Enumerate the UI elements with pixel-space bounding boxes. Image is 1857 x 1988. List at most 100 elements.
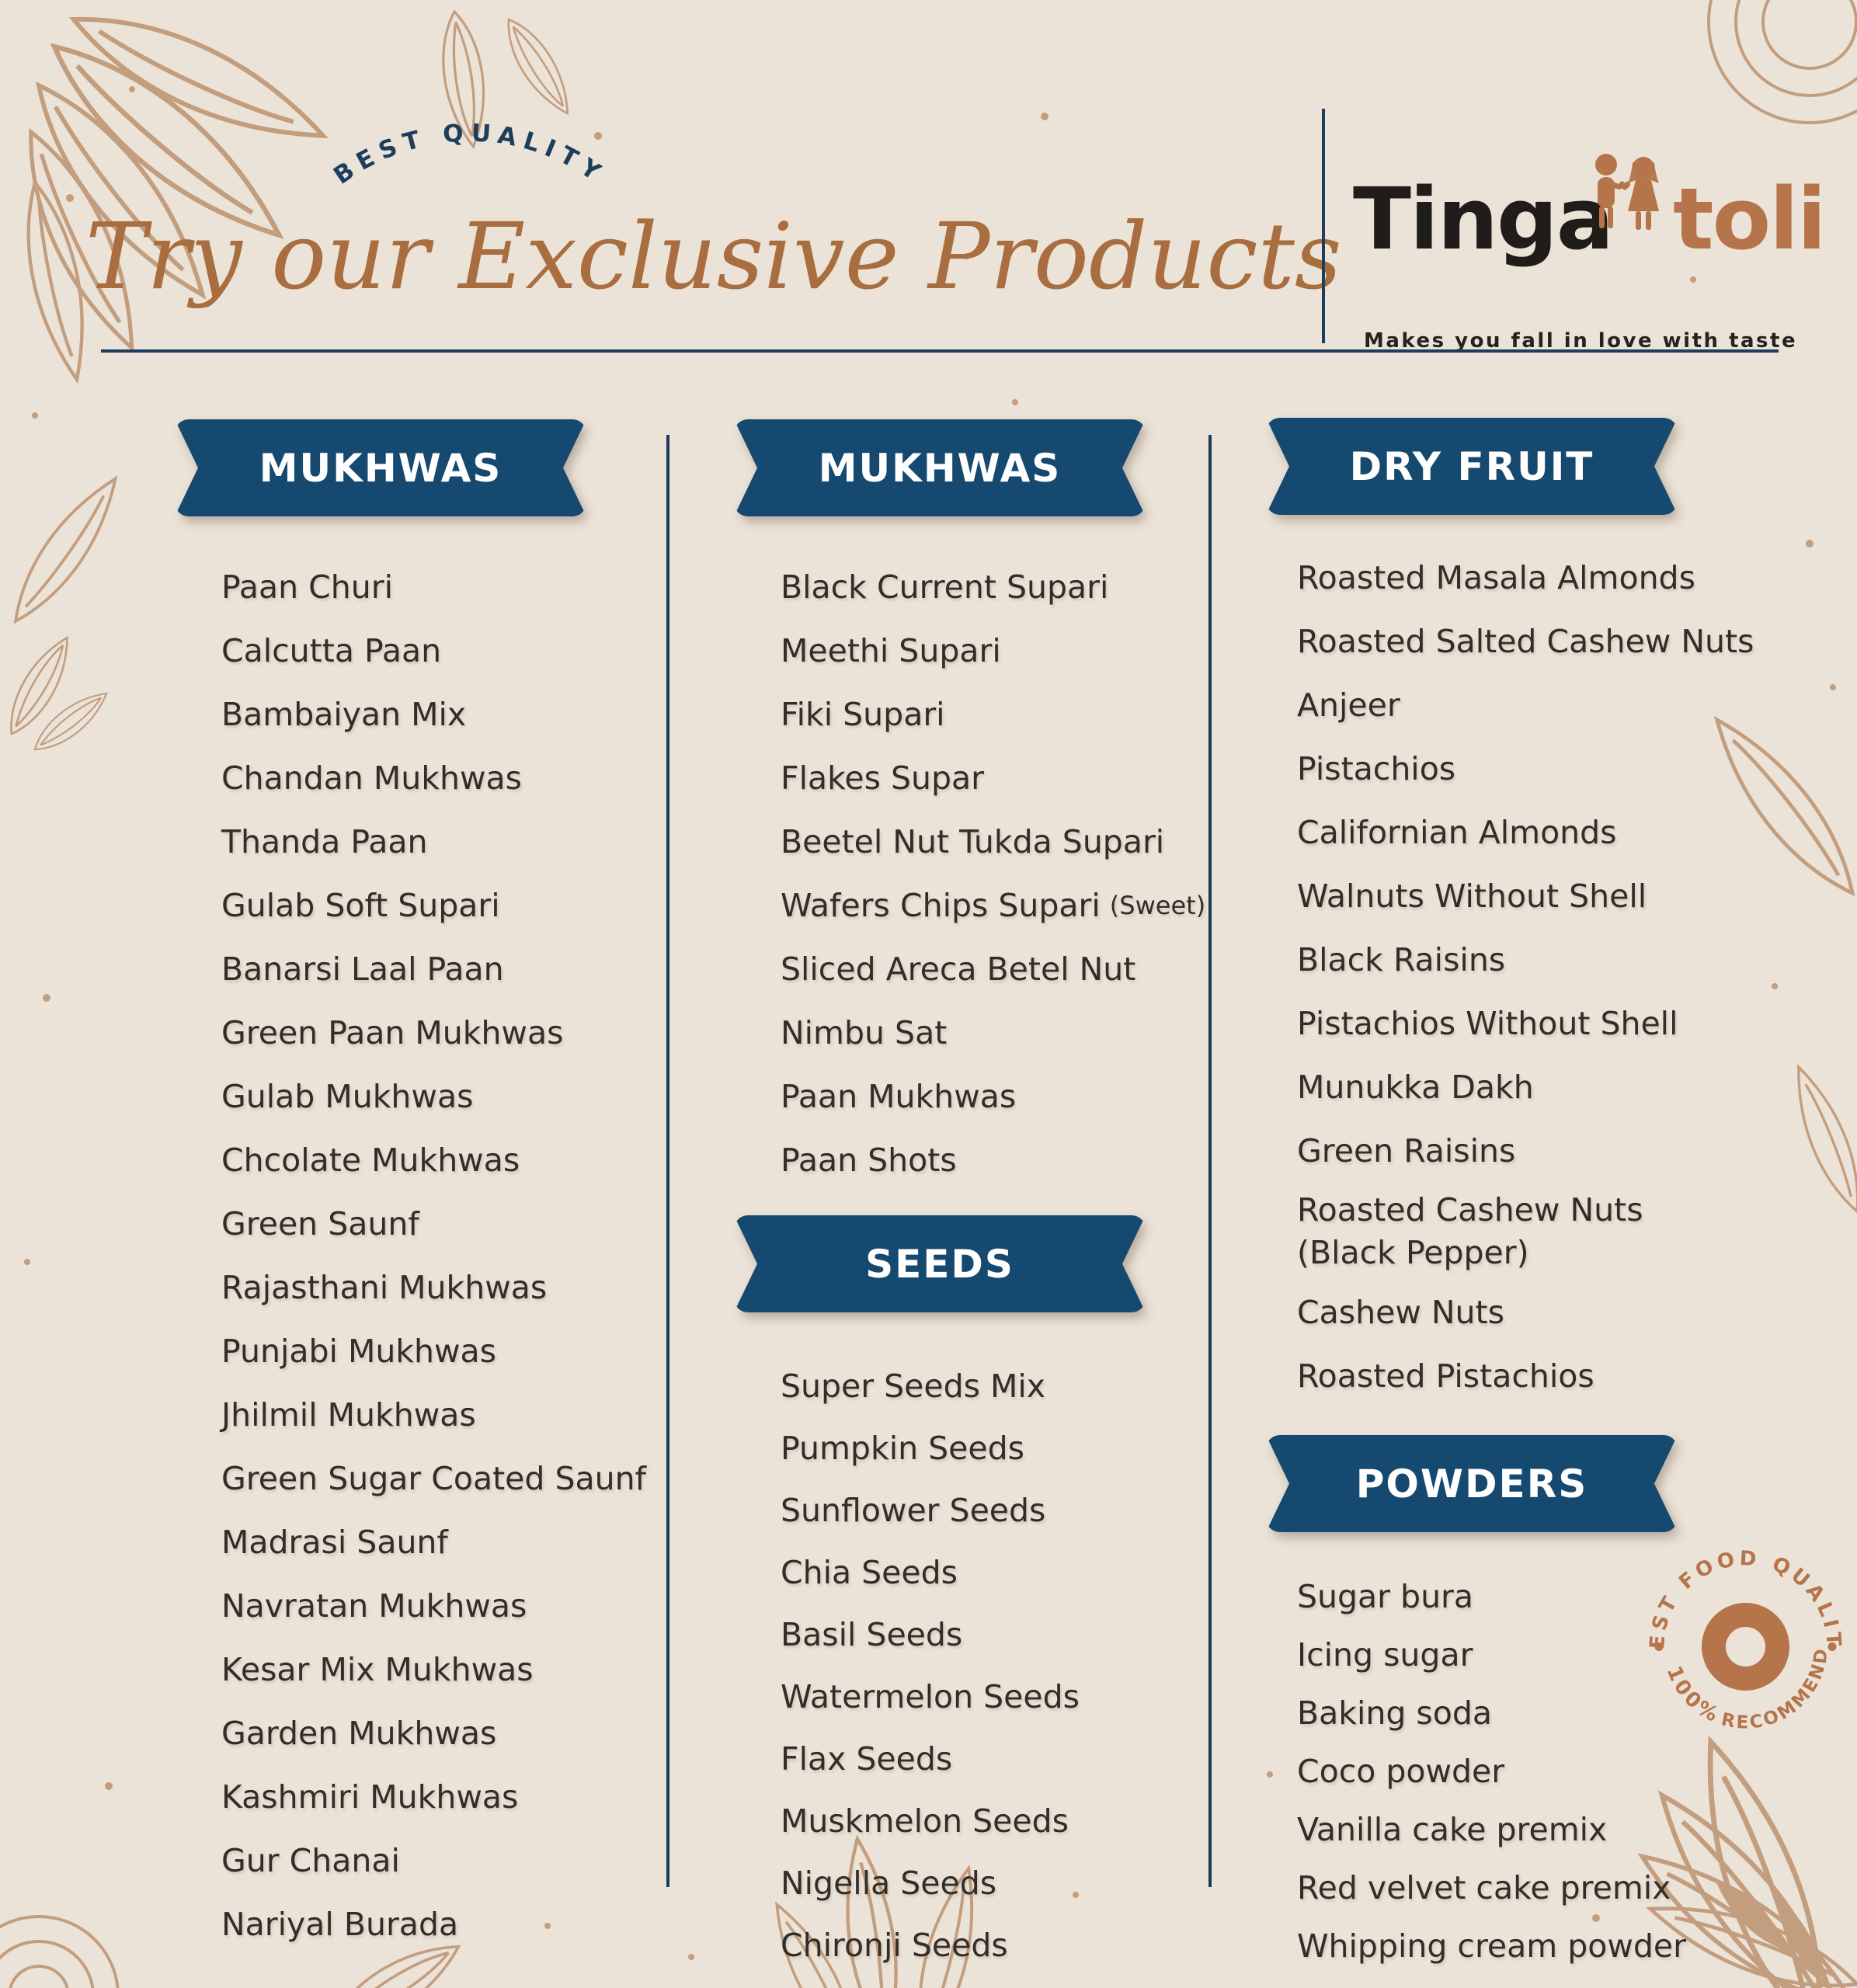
list-item: Fiki Supari	[781, 683, 1293, 746]
list-item: Gulab Soft Supari	[221, 874, 734, 937]
list-item: Nariyal Burada	[221, 1892, 734, 1956]
list-item: Meethi Supari	[781, 619, 1293, 683]
stamp-ring-icon	[1702, 1603, 1789, 1691]
section-dry-fruit: DRY FRUIT Roasted Masala Almonds Roasted …	[1266, 418, 1825, 1408]
item-label: Flax Seeds	[781, 1740, 953, 1778]
section-mukhwas-2: MUKHWAS Black Current Supari Meethi Supar…	[734, 419, 1293, 1192]
item-label: Paan Churi	[221, 568, 393, 606]
list-item: Watermelon Seeds	[781, 1666, 1293, 1728]
item-label: Sugar bura	[1297, 1577, 1474, 1615]
list-item: Navratan Mukhwas	[221, 1574, 734, 1638]
item-label: Black Current Supari	[781, 568, 1109, 606]
section-items: Black Current Supari Meethi Supari Fiki Su…	[734, 555, 1293, 1192]
item-label: Jhilmil Mukhwas	[221, 1396, 476, 1434]
list-item: Flax Seeds	[781, 1728, 1293, 1790]
item-label: Gulab Soft Supari	[221, 887, 500, 924]
header-rule	[101, 349, 1779, 353]
list-item: Cashew Nuts	[1297, 1281, 1825, 1344]
item-label: Garden Mukhwas	[221, 1715, 497, 1752]
stamp-arc-top: BEST FOOD QUALITY	[1635, 1536, 1841, 1651]
list-item: Pistachios Without Shell	[1297, 992, 1825, 1055]
list-item: Green Paan Mukhwas	[221, 1001, 734, 1065]
item-label: Chia Seeds	[781, 1554, 958, 1591]
list-item: Chcolate Mukhwas	[221, 1128, 734, 1192]
section-title: SEEDS	[865, 1241, 1014, 1287]
item-label: Green Saunf	[221, 1205, 419, 1242]
item-label: Flakes Supar	[781, 759, 985, 797]
item-label: Rajasthani Mukhwas	[221, 1269, 548, 1306]
list-item: Roasted Cashew Nuts (Black Pepper)	[1297, 1183, 1825, 1281]
brand-name-dark: Tinga	[1353, 169, 1614, 269]
section-title: POWDERS	[1355, 1461, 1588, 1507]
best-quality-arc: BEST QUALITY	[329, 119, 611, 190]
item-label: Beetel Nut Tukda Supari	[781, 823, 1165, 860]
section-powders: POWDERS Sugar bura Icing sugar Baking soda…	[1266, 1435, 1825, 1975]
list-item: Kesar Mix Mukhwas	[221, 1638, 734, 1701]
item-label: Calcutta Paan	[221, 632, 442, 669]
list-item: Red velvet cake premix	[1297, 1858, 1825, 1917]
item-label: Green Paan Mukhwas	[221, 1014, 564, 1051]
list-item: Garden Mukhwas	[221, 1701, 734, 1765]
section-title: MUKHWAS	[818, 445, 1062, 491]
item-label: Red velvet cake premix	[1297, 1868, 1671, 1906]
item-label: Bambaiyan Mix	[221, 696, 467, 733]
list-item: Punjabi Mukhwas	[221, 1319, 734, 1383]
list-item: Gulab Mukhwas	[221, 1065, 734, 1128]
item-label: Sunflower Seeds	[781, 1492, 1046, 1529]
item-label: Roasted Cashew Nuts	[1297, 1191, 1643, 1229]
list-item: Coco powder	[1297, 1742, 1825, 1800]
list-item: Walnuts Without Shell	[1297, 864, 1825, 928]
logo-divider	[1322, 109, 1325, 343]
item-label: Green Sugar Coated Saunf	[221, 1460, 646, 1497]
svg-text:BEST QUALITY: BEST QUALITY	[329, 119, 611, 190]
list-item: Pistachios	[1297, 737, 1825, 801]
item-label: Gulab Mukhwas	[221, 1078, 474, 1115]
list-item: Pumpkin Seeds	[781, 1417, 1293, 1479]
item-label: Californian Almonds	[1297, 814, 1617, 851]
item-label: Nigella Seeds	[781, 1865, 997, 1902]
section-items: Super Seeds Mix Pumpkin Seeds Sunflower Se…	[734, 1355, 1293, 1976]
section-mukhwas-1: MUKHWAS Paan Churi Calcutta Paan Bambaiyan…	[175, 419, 734, 1956]
list-item: Rajasthani Mukhwas	[221, 1256, 734, 1319]
section-items: Sugar bura Icing sugar Baking soda Coco pow…	[1266, 1567, 1825, 1975]
item-label: Black Raisins	[1297, 941, 1506, 978]
list-item: Nimbu Sat	[781, 1001, 1293, 1065]
item-label: Basil Seeds	[781, 1616, 963, 1653]
item-label: Chironji Seeds	[781, 1927, 1008, 1964]
section-ribbon: MUKHWAS	[734, 419, 1146, 516]
best-quality-label: BEST QUALITY	[329, 119, 604, 190]
list-item: Calcutta Paan	[221, 619, 734, 683]
item-label: Whipping cream powder	[1297, 1927, 1686, 1965]
list-item: Jhilmil Mukhwas	[221, 1383, 734, 1447]
list-item: Californian Almonds	[1297, 801, 1825, 864]
list-item: Wafers Chips Supari (Sweet)	[781, 874, 1293, 937]
item-label: Meethi Supari	[781, 632, 1001, 669]
item-label: Muskmelon Seeds	[781, 1802, 1069, 1840]
list-item: Green Sugar Coated Saunf	[221, 1447, 734, 1510]
item-label: Banarsi Laal Paan	[221, 951, 504, 988]
item-label: Gur Chanai	[221, 1842, 400, 1879]
list-item: Sunflower Seeds	[781, 1479, 1293, 1541]
item-label: Walnuts Without Shell	[1297, 878, 1647, 915]
brand-logo: Tinga toli	[1353, 169, 1850, 269]
item-label: Thanda Paan	[221, 823, 428, 860]
item-label: Chcolate Mukhwas	[221, 1142, 520, 1179]
item-label: Pistachios	[1297, 750, 1456, 787]
list-item: Gur Chanai	[221, 1829, 734, 1892]
couple-icon	[1595, 154, 1659, 230]
item-label: Watermelon Seeds	[781, 1678, 1080, 1715]
section-ribbon: POWDERS	[1266, 1435, 1678, 1532]
item-label: Coco powder	[1297, 1752, 1505, 1790]
list-item: Basil Seeds	[781, 1604, 1293, 1666]
list-item: Sliced Areca Betel Nut	[781, 937, 1293, 1001]
item-label: Super Seeds Mix	[781, 1368, 1046, 1405]
list-item: Sugar bura	[1297, 1567, 1825, 1625]
item-label: Roasted Salted Cashew Nuts	[1297, 623, 1754, 660]
page-title: Try our Exclusive Products	[85, 203, 1342, 310]
section-items: Roasted Masala Almonds Roasted Salted Cas…	[1266, 546, 1825, 1408]
item-label: Pumpkin Seeds	[781, 1430, 1024, 1467]
item-label: Green Raisins	[1297, 1132, 1516, 1170]
list-item: Roasted Pistachios	[1297, 1344, 1825, 1408]
list-item: Paan Mukhwas	[781, 1065, 1293, 1128]
item-label: Sliced Areca Betel Nut	[781, 951, 1136, 988]
